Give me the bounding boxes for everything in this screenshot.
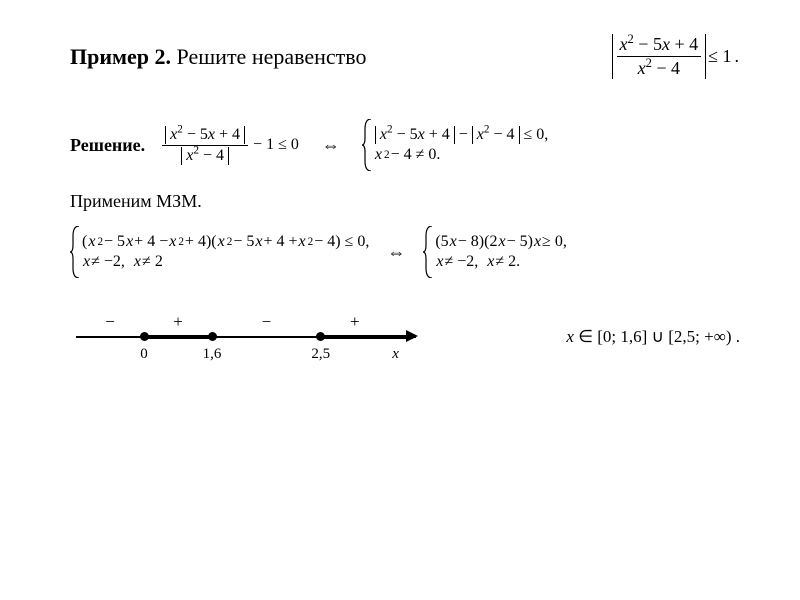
point-label: 2,5 bbox=[311, 346, 330, 363]
axis-variable-label: x bbox=[392, 346, 399, 363]
abs-group: x2 − 5x + 4 x2 − 4 bbox=[612, 34, 707, 79]
sys-line-1: (5x − 8)(2x − 5)x ≥ 0, bbox=[435, 233, 566, 251]
dot: . bbox=[735, 46, 740, 67]
solution-label: Решение. bbox=[70, 135, 145, 156]
point-marker bbox=[208, 332, 217, 341]
number-line: 0 1,6 2,5 x − + − + bbox=[76, 302, 416, 372]
point-label: 0 bbox=[140, 346, 148, 363]
answer-interval: [0; 1,6] ∪ [2,5; +∞) bbox=[597, 327, 731, 346]
bold-segment bbox=[321, 335, 413, 340]
problem-statement: Решите неравенство bbox=[177, 44, 367, 69]
tail: − 1 ≤ 0 bbox=[253, 136, 299, 154]
fraction: x2 − 5x + 4 x2 − 4 bbox=[162, 125, 248, 165]
solution-step-1: Решение. x2 − 5x + 4 x2 − 4 − 1 ≤ 0 ⇔ x2… bbox=[70, 119, 740, 171]
brace-icon bbox=[423, 226, 433, 278]
sys-line-2: x ≠ −2, x ≠ 2 bbox=[82, 253, 369, 271]
bottom-row: 0 1,6 2,5 x − + − + x ∈ [0; 1,6] ∪ [2,5; +∞) . bbox=[70, 302, 740, 372]
relation: ≤ 1 bbox=[708, 46, 731, 67]
title-row: Пример 2. Решите неравенство x2 − 5x + 4… bbox=[70, 34, 740, 79]
equiv-icon: ⇔ bbox=[381, 242, 411, 263]
system-right-2: (5x − 8)(2x − 5)x ≥ 0, x ≠ −2, x ≠ 2. bbox=[423, 226, 566, 278]
point-marker bbox=[140, 332, 149, 341]
brace-icon bbox=[362, 119, 372, 171]
sign-label: − bbox=[262, 312, 272, 332]
solution-step-2: (x2 − 5x + 4 − x2 + 4)(x2 − 5x + 4 + x2 … bbox=[70, 226, 740, 278]
point-marker bbox=[316, 332, 325, 341]
example-label: Пример 2. bbox=[70, 44, 171, 69]
sign-label: + bbox=[173, 312, 183, 332]
answer-var: x bbox=[566, 327, 574, 346]
sys-line-2: x2 − 4 ≠ 0. bbox=[374, 146, 549, 164]
system-right-1: x2 − 5x + 4 − x2 − 4 ≤ 0, x2 − 4 ≠ 0. bbox=[362, 119, 549, 171]
problem-title: Пример 2. Решите неравенство bbox=[70, 44, 367, 70]
mzm-note: Применим МЗМ. bbox=[70, 191, 740, 212]
point-label: 1,6 bbox=[203, 346, 222, 363]
fraction: x2 − 5x + 4 x2 − 4 bbox=[617, 34, 702, 79]
sys-line-1: x2 − 5x + 4 − x2 − 4 ≤ 0, bbox=[374, 126, 549, 144]
equiv-icon: ⇔ bbox=[316, 135, 346, 156]
bold-segment bbox=[144, 335, 212, 340]
page: Пример 2. Решите неравенство x2 − 5x + 4… bbox=[0, 0, 800, 392]
answer-dot: . bbox=[736, 327, 740, 346]
sign-label: − bbox=[105, 312, 115, 332]
sys-line-1: (x2 − 5x + 4 − x2 + 4)(x2 − 5x + 4 + x2 … bbox=[82, 233, 369, 251]
system-left-2: (x2 − 5x + 4 − x2 + 4)(x2 − 5x + 4 + x2 … bbox=[70, 226, 369, 278]
main-inequality: x2 − 5x + 4 x2 − 4 ≤ 1 . bbox=[611, 34, 741, 79]
answer: x ∈ [0; 1,6] ∪ [2,5; +∞) . bbox=[566, 327, 740, 347]
sign-label: + bbox=[350, 312, 360, 332]
brace-icon bbox=[70, 226, 80, 278]
step1-left: x2 − 5x + 4 x2 − 4 − 1 ≤ 0 bbox=[161, 125, 300, 165]
sys-line-2: x ≠ −2, x ≠ 2. bbox=[435, 253, 566, 271]
answer-in: ∈ bbox=[578, 327, 597, 346]
